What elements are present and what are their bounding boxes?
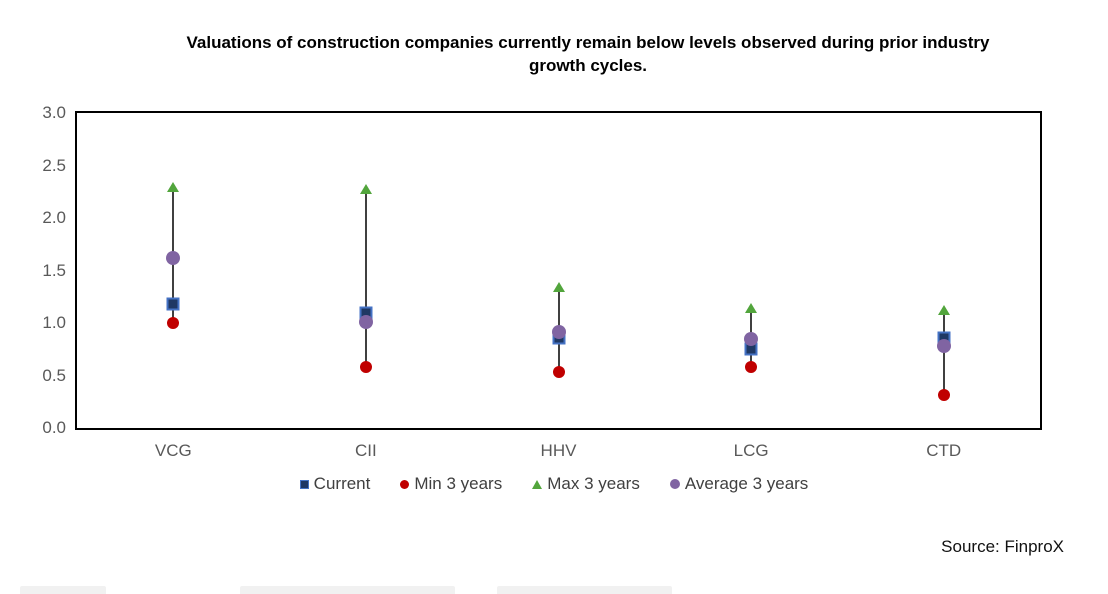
legend-circle-icon: [669, 479, 680, 489]
y-axis-tick-label: 3.0: [42, 103, 66, 122]
plot-area: [75, 111, 1042, 430]
legend-label: Max 3 years: [547, 474, 640, 493]
legend-label: Current: [313, 474, 371, 493]
y-axis-tick-label: 2.0: [42, 208, 66, 227]
chart-title: Valuations of construction companies cur…: [186, 33, 990, 75]
min-marker: [359, 361, 372, 374]
y-axis-tick-label: 2.5: [42, 155, 66, 175]
x-axis-label-cii: CII: [355, 441, 377, 460]
max-marker: [745, 303, 758, 314]
min-marker: [167, 317, 180, 329]
current-marker: [166, 297, 180, 311]
legend-item-current: Current: [299, 474, 371, 494]
legend-square-icon: [299, 479, 309, 489]
y-axis-tick-label: 1.5: [42, 260, 66, 280]
legend-item-min: Min 3 years: [400, 474, 502, 494]
legend-triangle-icon: [532, 479, 543, 489]
average-marker: [166, 250, 181, 265]
legend-circle-icon: [400, 479, 410, 489]
high-low-line: [364, 188, 367, 368]
max-marker: [167, 181, 180, 192]
cropped-caption: [0, 586, 1108, 594]
x-axis-label-hhv: HHV: [540, 441, 577, 460]
x-axis-label-vcg: VCG: [154, 441, 192, 460]
average-marker: [744, 331, 759, 346]
source-label: Source: FinproX: [941, 537, 1064, 556]
max-marker: [937, 305, 950, 316]
y-axis-tick-label: 0.0: [42, 418, 66, 437]
legend-label: Min 3 years: [414, 474, 503, 493]
cropped-caption-fragment: [497, 586, 672, 594]
x-axis-label-ctd: CTD: [926, 441, 962, 460]
min-marker: [552, 366, 565, 379]
average-marker: [936, 339, 951, 354]
cropped-caption-fragment: [240, 586, 455, 594]
max-marker: [552, 282, 565, 293]
y-axis-tick-label: 1.0: [42, 313, 66, 332]
chart-legend: Current Min 3 years Max 3 years Average 3 y…: [0, 474, 1108, 494]
average-marker: [551, 325, 566, 340]
min-marker: [745, 361, 758, 374]
legend-item-max: Max 3 years: [532, 474, 640, 494]
cropped-caption-fragment: [20, 586, 106, 594]
y-axis-tick-label: 0.5: [42, 365, 66, 385]
max-marker: [359, 183, 372, 194]
legend-item-average: Average 3 years: [669, 474, 809, 494]
legend-label: Average 3 years: [684, 474, 809, 493]
average-marker: [358, 314, 373, 329]
min-marker: [937, 389, 950, 402]
x-axis-label-lcg: LCG: [733, 441, 769, 460]
